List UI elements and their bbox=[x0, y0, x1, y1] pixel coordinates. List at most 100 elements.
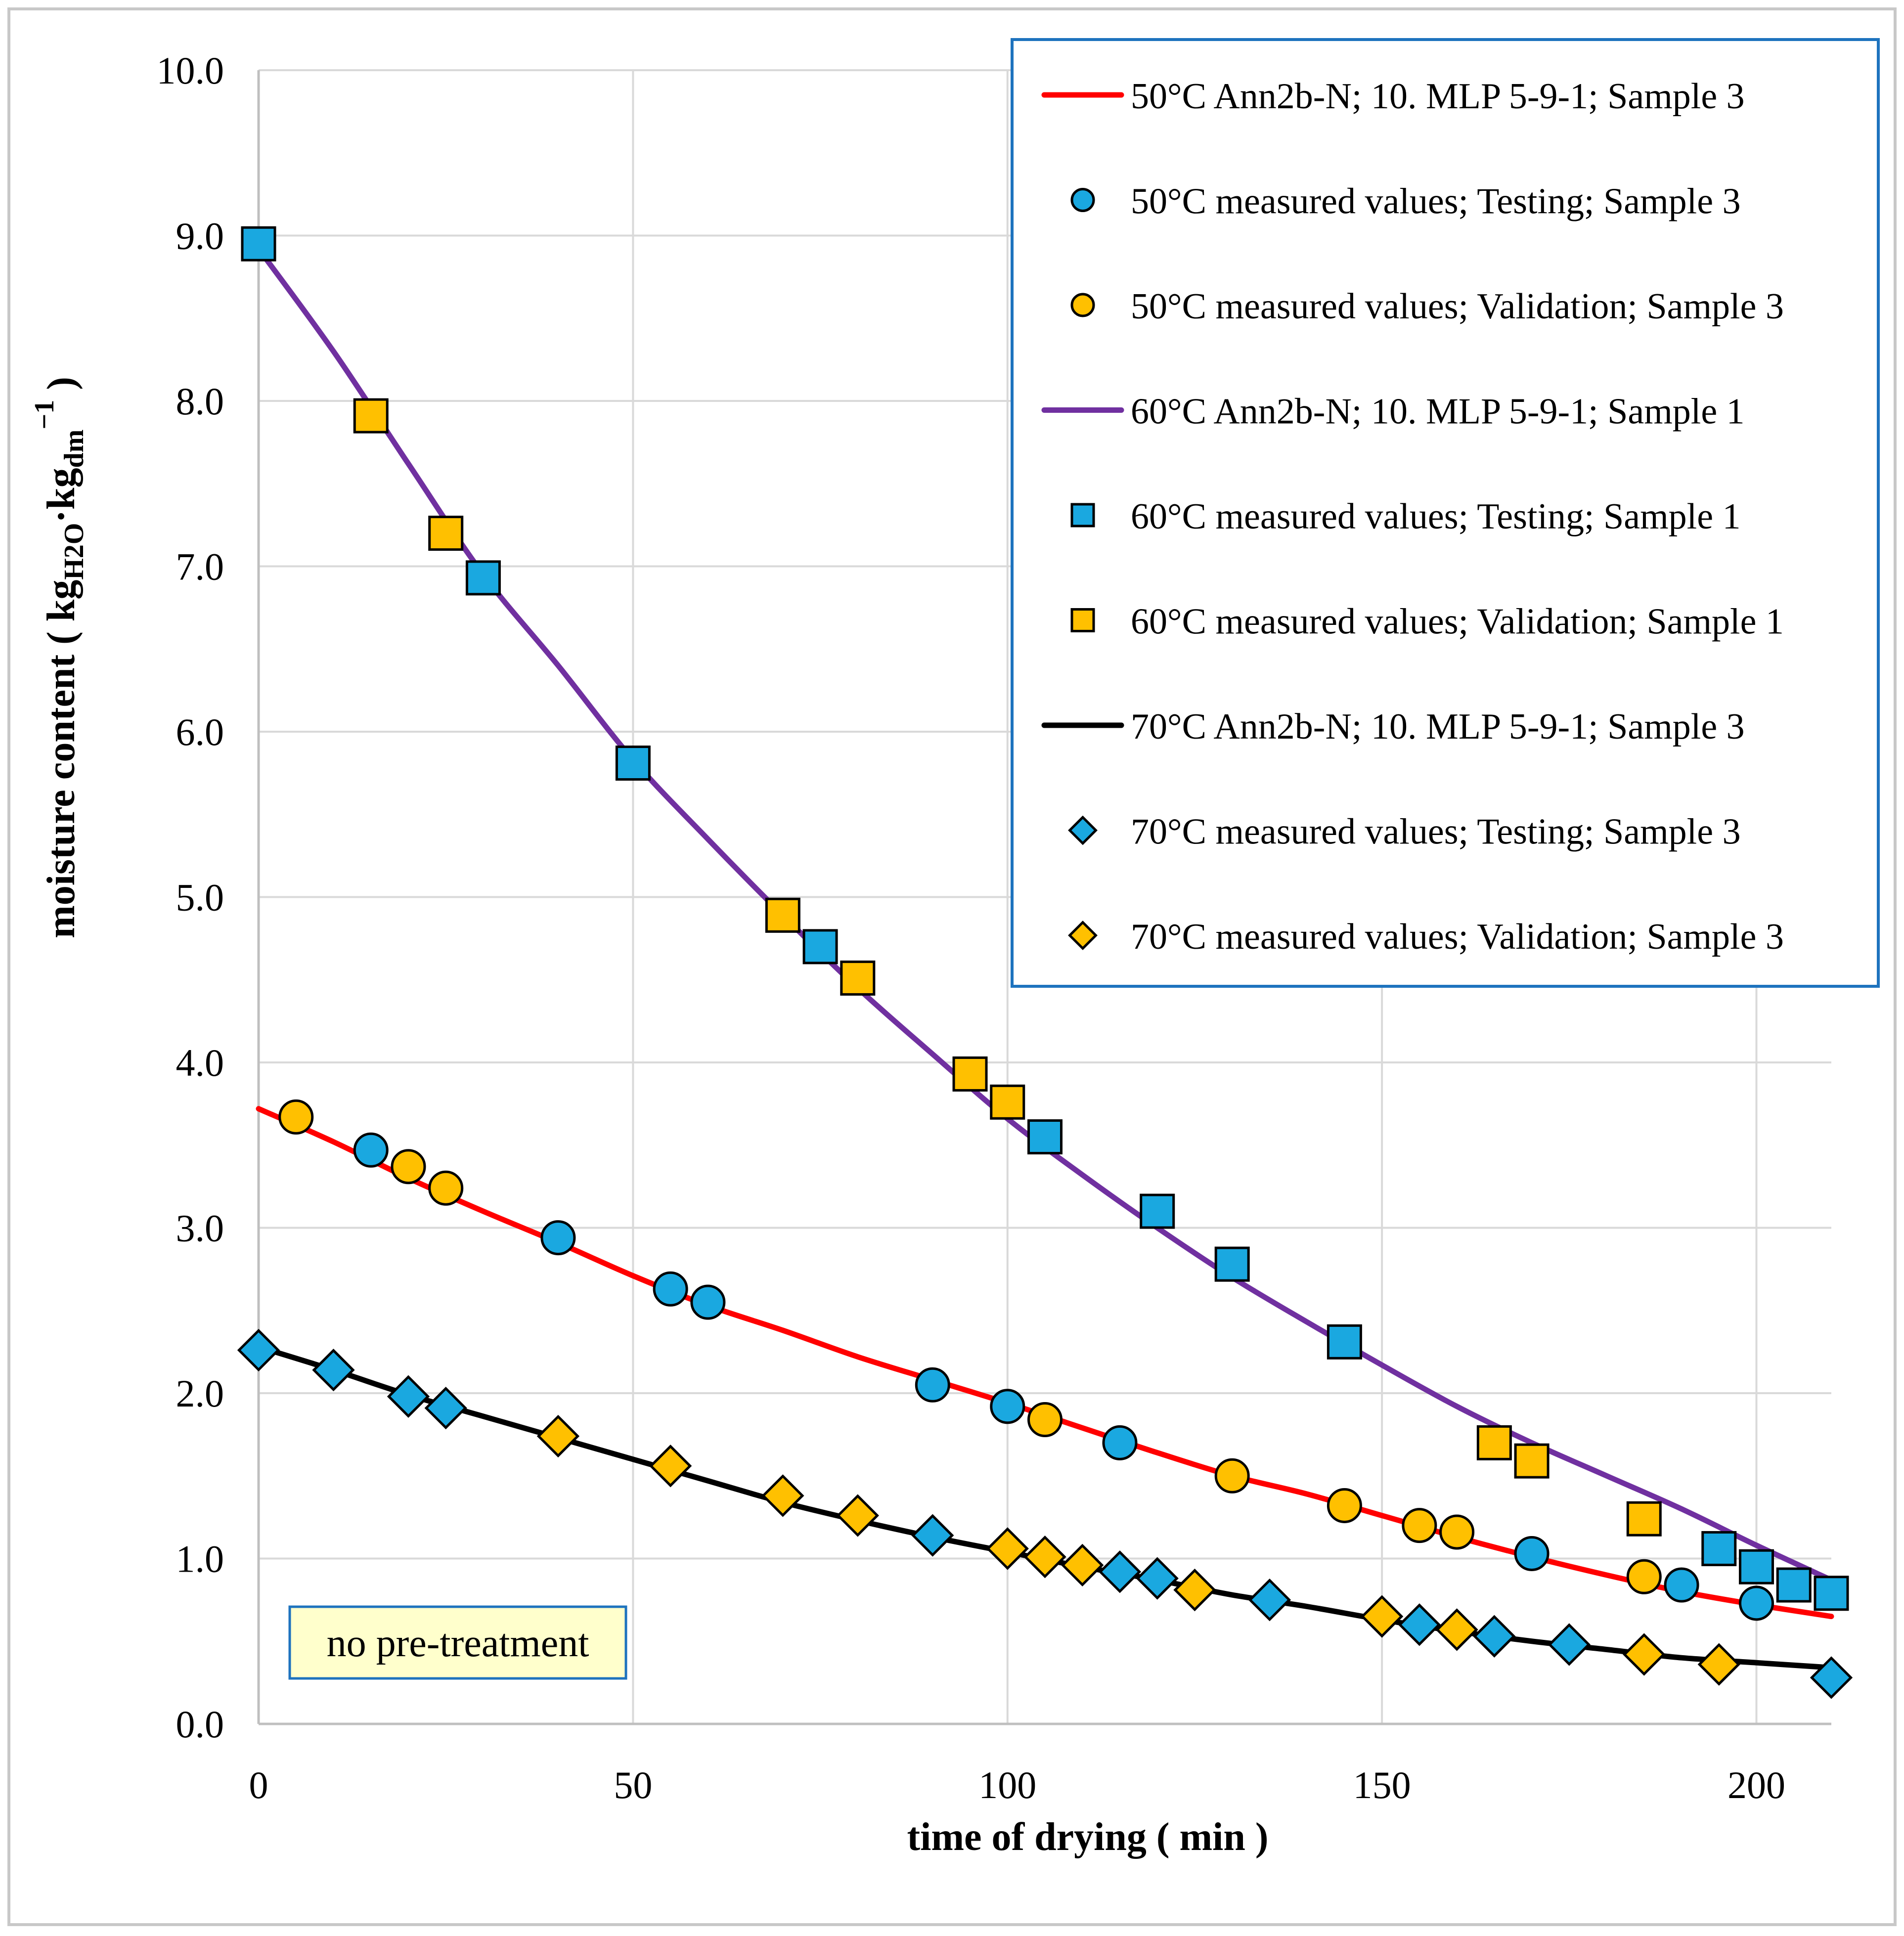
annotation-box-frame bbox=[288, 1605, 627, 1680]
legend-label: 50°C Ann2b-N; 10. MLP 5-9-1; Sample 3 bbox=[1131, 76, 1745, 117]
data-point-60_validation bbox=[428, 516, 464, 551]
data-point-70_validation bbox=[1435, 1608, 1478, 1651]
data-point-70_testing bbox=[1473, 1615, 1516, 1658]
data-point-60_testing bbox=[1701, 1531, 1737, 1566]
data-point-70_testing bbox=[237, 1328, 280, 1372]
y-axis-label-prefix: moisture content ( kg bbox=[40, 580, 83, 938]
legend-label: 70°C measured values; Testing; Sample 3 bbox=[1131, 812, 1741, 852]
data-point-50_testing bbox=[1739, 1585, 1774, 1621]
y-axis-label: moisture content ( kgH2O·kgdm−1 ) bbox=[29, 377, 89, 938]
data-point-60_testing bbox=[1214, 1246, 1250, 1282]
x-tick-label: 150 bbox=[1353, 1763, 1411, 1806]
y-axis-label-sub-dm: dm bbox=[59, 430, 89, 468]
legend-label: 50°C measured values; Testing; Sample 3 bbox=[1131, 181, 1741, 222]
legend-entry-70_model: 70°C Ann2b-N; 10. MLP 5-9-1; Sample 3 bbox=[1041, 706, 1745, 747]
legend-entry-60_testing: 60°C measured values; Testing; Sample 1 bbox=[1070, 496, 1741, 537]
data-point-60_testing bbox=[1027, 1119, 1063, 1155]
x-tick-label: 50 bbox=[614, 1763, 652, 1806]
data-point-60_validation bbox=[1514, 1443, 1550, 1479]
legend-marker-swatch bbox=[1070, 503, 1095, 528]
data-point-60_testing bbox=[1814, 1576, 1849, 1611]
data-point-50_validation bbox=[278, 1099, 314, 1135]
data-point-60_testing bbox=[615, 746, 651, 781]
legend-frame bbox=[1011, 38, 1880, 988]
x-axis-label: time of drying ( min ) bbox=[907, 1815, 1268, 1859]
legend-label: 70°C Ann2b-N; 10. MLP 5-9-1; Sample 3 bbox=[1131, 706, 1745, 747]
legend-entry-50_testing: 50°C measured values; Testing; Sample 3 bbox=[1070, 181, 1741, 222]
y-axis-label-middle: ·kg bbox=[40, 468, 83, 523]
data-point-70_testing bbox=[1398, 1603, 1441, 1646]
data-point-60_testing bbox=[1140, 1193, 1175, 1229]
y-tick-label: 6.0 bbox=[176, 710, 224, 753]
data-point-60_testing bbox=[1776, 1567, 1812, 1603]
data-point-50_validation bbox=[1214, 1458, 1250, 1494]
y-axis-label-sup: −1 bbox=[29, 400, 60, 430]
data-point-60_validation bbox=[353, 398, 389, 434]
data-point-70_validation bbox=[986, 1527, 1029, 1570]
data-point-70_validation bbox=[1023, 1536, 1066, 1579]
series-markers-60_validation bbox=[353, 398, 1662, 1537]
legend-label: 60°C measured values; Testing; Sample 1 bbox=[1131, 496, 1741, 537]
series-markers-70_validation bbox=[536, 1414, 1740, 1686]
y-tick-label: 8.0 bbox=[176, 380, 224, 423]
series-markers-50_testing bbox=[353, 1132, 1774, 1621]
y-axis-label-sub-h2o: H2O bbox=[59, 523, 89, 580]
data-point-50_testing bbox=[1664, 1567, 1699, 1603]
data-point-50_testing bbox=[1102, 1425, 1138, 1460]
data-point-70_validation bbox=[1173, 1568, 1216, 1612]
data-point-70_testing bbox=[1136, 1557, 1179, 1600]
data-point-70_testing bbox=[1098, 1550, 1142, 1593]
series-layer bbox=[237, 226, 1853, 1699]
y-tick-label: 10.0 bbox=[157, 49, 224, 92]
legend-marker-swatch bbox=[1068, 815, 1098, 845]
axis-layer: 0.0 1.0 2.0 3.0 4.0 5.0 6.0 7.0 8.0 9.0 10.0 0 50 100… bbox=[157, 49, 1831, 1806]
legend-marker-swatch bbox=[1070, 293, 1095, 317]
y-tick-label: 5.0 bbox=[176, 876, 224, 919]
data-point-70_testing bbox=[312, 1349, 355, 1392]
data-point-60_testing bbox=[465, 560, 501, 596]
data-point-50_testing bbox=[353, 1132, 389, 1168]
y-tick-label: 7.0 bbox=[176, 545, 224, 588]
data-point-60_validation bbox=[765, 897, 800, 933]
x-tick-label: 0 bbox=[249, 1763, 268, 1806]
data-point-50_testing bbox=[690, 1284, 726, 1320]
y-tick-label: 0.0 bbox=[176, 1703, 224, 1746]
series-markers-50_validation bbox=[278, 1099, 1662, 1594]
data-point-50_testing bbox=[653, 1271, 688, 1307]
legend-entry-60_model: 60°C Ann2b-N; 10. MLP 5-9-1; Sample 1 bbox=[1041, 392, 1745, 432]
legend-entry-70_validation: 70°C measured values; Validation; Sample… bbox=[1068, 917, 1784, 957]
data-point-60_testing bbox=[241, 226, 276, 262]
data-point-70_testing bbox=[387, 1375, 430, 1418]
legend: 50°C Ann2b-N; 10. MLP 5-9-1; Sample 3 50°… bbox=[1011, 38, 1880, 988]
legend-entry-60_validation: 60°C measured values; Validation; Sample… bbox=[1070, 602, 1784, 642]
data-point-50_validation bbox=[1626, 1559, 1662, 1594]
legend-entry-70_testing: 70°C measured values; Testing; Sample 3 bbox=[1068, 812, 1741, 852]
data-point-60_validation bbox=[840, 960, 876, 996]
data-point-70_testing bbox=[1810, 1656, 1853, 1699]
legend-entry-50_model: 50°C Ann2b-N; 10. MLP 5-9-1; Sample 3 bbox=[1041, 76, 1745, 117]
data-point-50_validation bbox=[1402, 1508, 1437, 1543]
data-point-50_validation bbox=[1327, 1488, 1362, 1523]
data-point-50_testing bbox=[915, 1367, 950, 1403]
y-tick-label: 1.0 bbox=[176, 1538, 224, 1581]
data-point-60_validation bbox=[990, 1084, 1025, 1120]
data-point-60_validation bbox=[952, 1056, 988, 1092]
legend-label: 60°C measured values; Validation; Sample… bbox=[1131, 602, 1784, 642]
data-point-50_validation bbox=[391, 1149, 426, 1185]
y-tick-label: 4.0 bbox=[176, 1041, 224, 1084]
series-markers-60_testing bbox=[241, 226, 1849, 1611]
legend-label: 70°C measured values; Validation; Sample… bbox=[1131, 917, 1784, 957]
series-markers-70_testing bbox=[237, 1328, 1853, 1699]
y-axis-label-suffix: ) bbox=[40, 377, 83, 400]
legend-marker-swatch bbox=[1070, 608, 1095, 632]
data-point-70_validation bbox=[1061, 1543, 1104, 1587]
data-point-70_testing bbox=[911, 1514, 954, 1557]
legend-entry-50_validation: 50°C measured values; Validation; Sample… bbox=[1070, 286, 1784, 327]
x-tick-label: 200 bbox=[1727, 1763, 1785, 1806]
data-point-70_testing bbox=[1248, 1578, 1291, 1622]
data-point-70_validation bbox=[649, 1445, 692, 1488]
data-point-50_testing bbox=[1514, 1536, 1550, 1571]
annotation-box: no pre-treatment bbox=[288, 1605, 627, 1680]
